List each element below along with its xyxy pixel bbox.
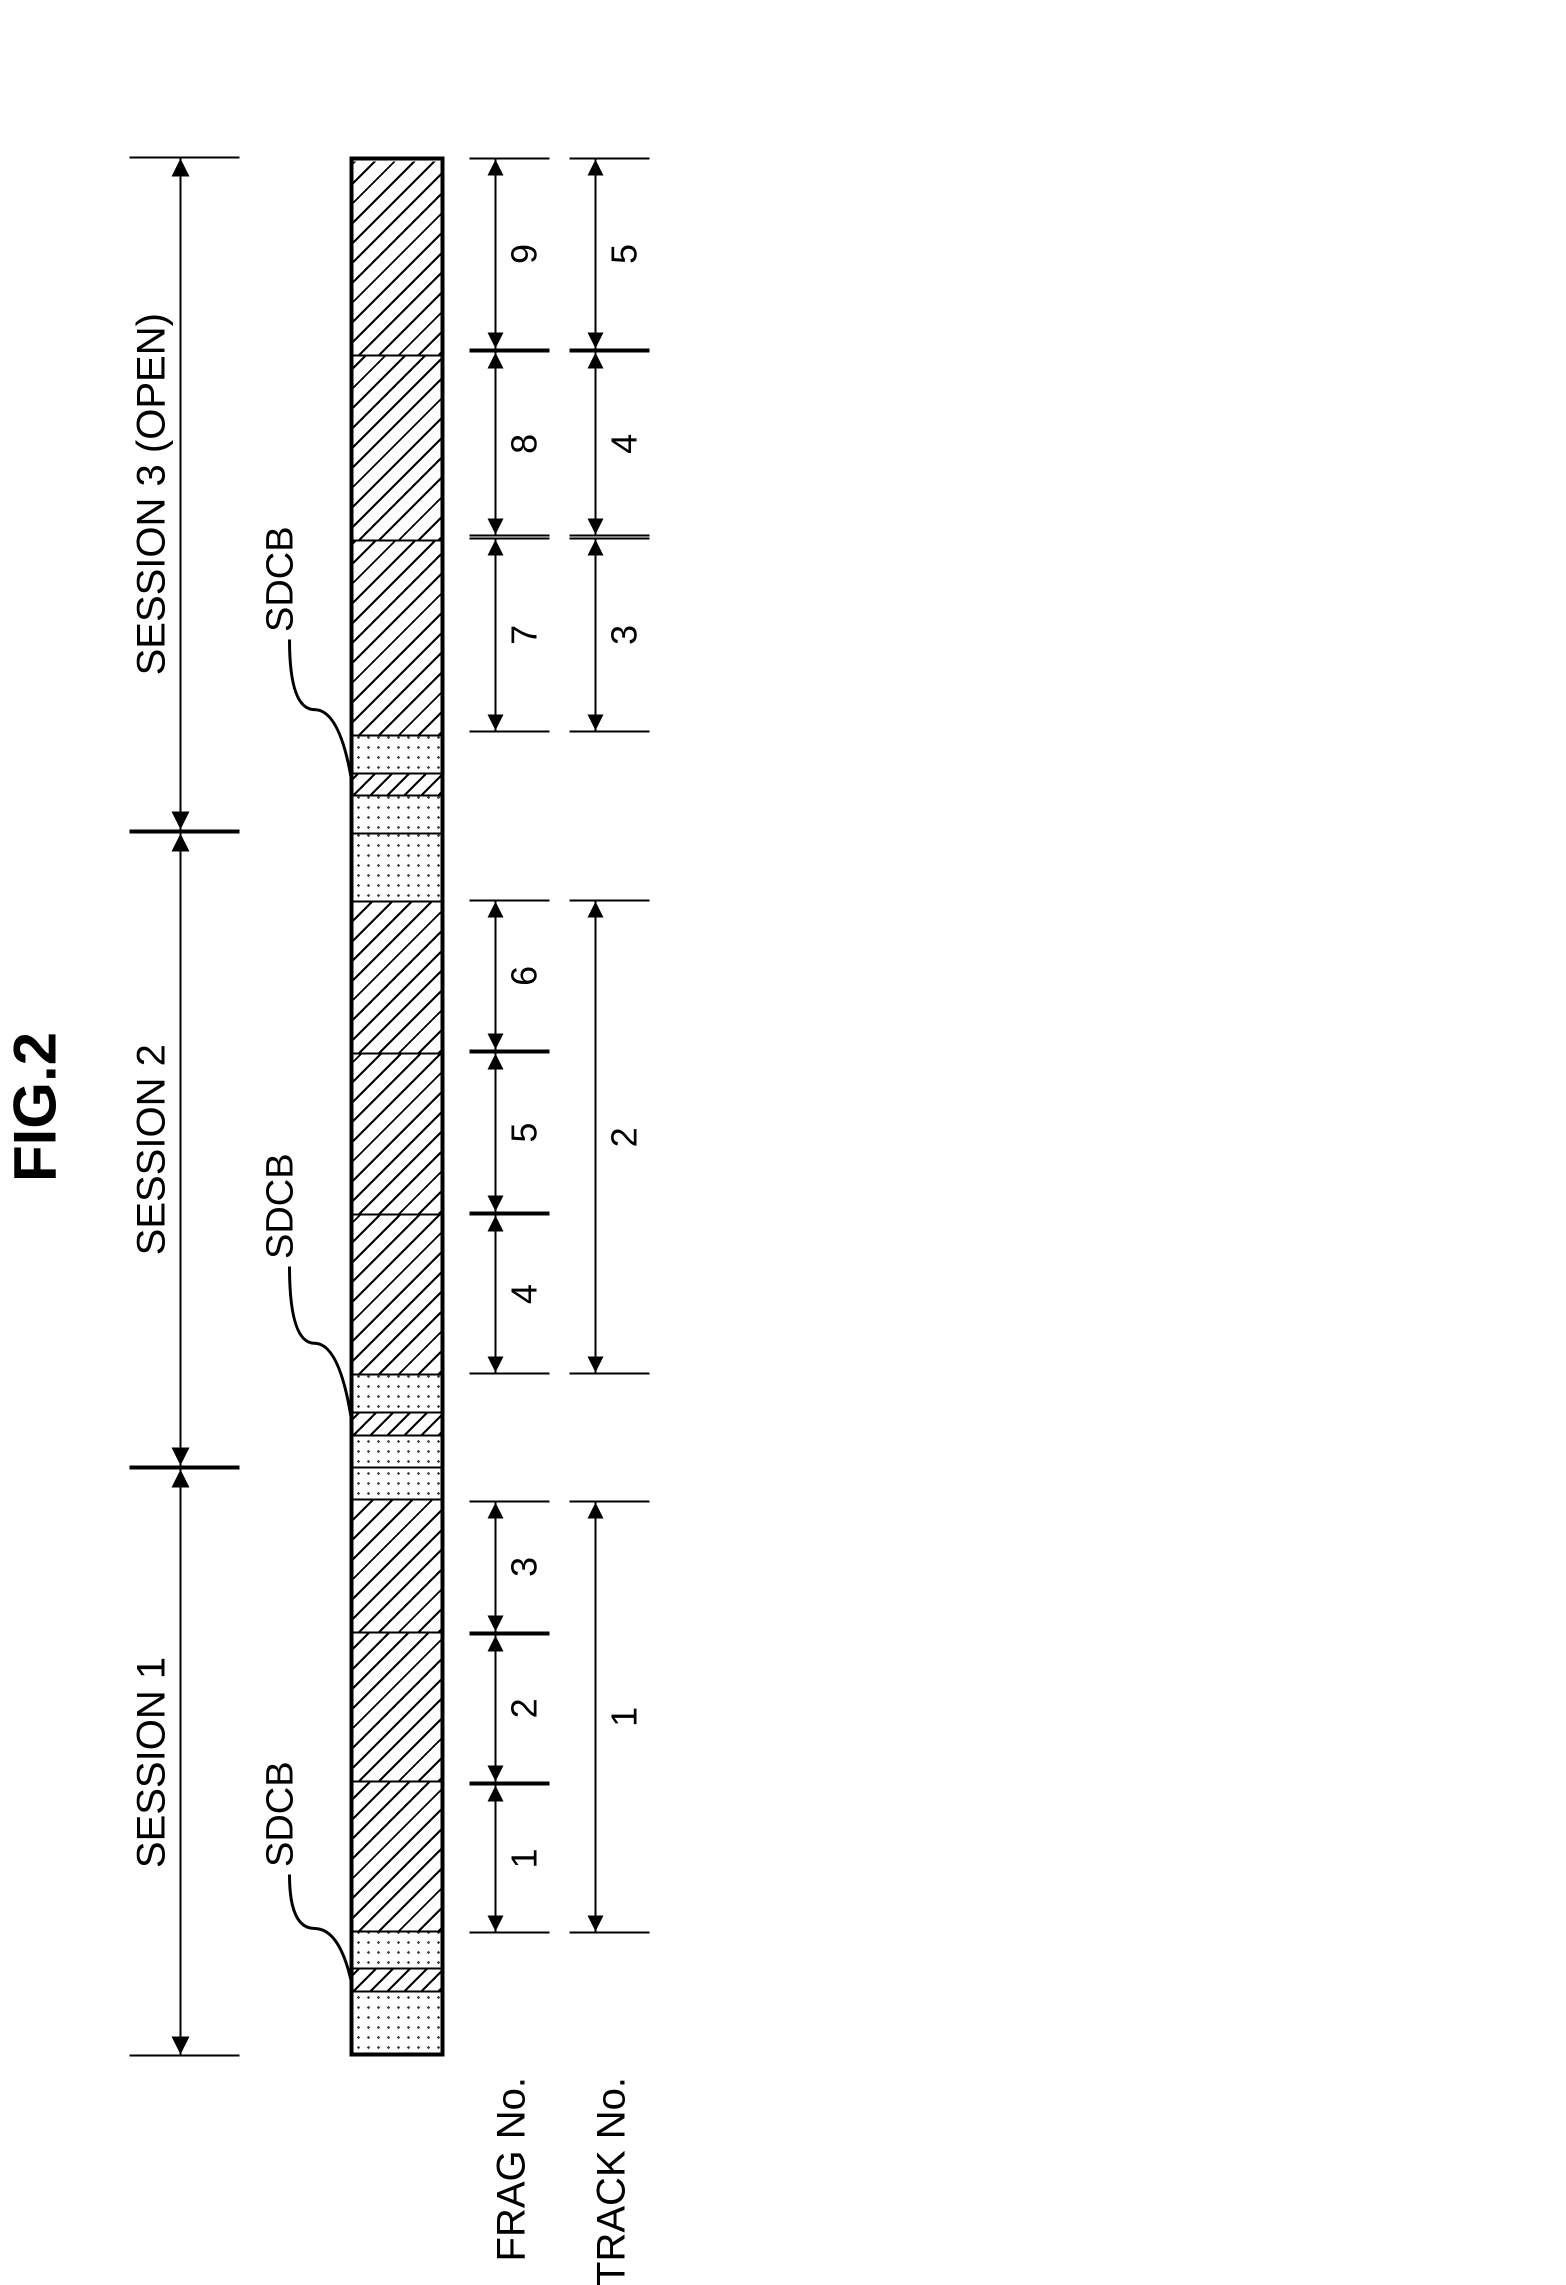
- strip-segment: [354, 734, 441, 772]
- frag-extent-label: 9: [504, 159, 546, 349]
- session-extent: SESSION 1: [130, 1468, 240, 2057]
- session-label: SESSION 2: [130, 833, 175, 1466]
- frag-extent-row: FRAG No. 123456789: [470, 157, 550, 2057]
- sdcb-label: SDCB: [260, 1153, 303, 1259]
- frag-extent-arrow: [495, 1502, 497, 1631]
- session-label: SESSION 3 (OPEN): [130, 159, 175, 830]
- figure-container: FIG.2 SESSION 1SESSION 2SESSION 3 (OPEN)…: [1, 0, 1566, 2213]
- frag-extent-arrow: [495, 1635, 497, 1781]
- strip-segment: [354, 794, 441, 832]
- track-extent: 3: [570, 537, 650, 733]
- strip-segment: [354, 1930, 441, 1968]
- frag-extent-label: 3: [504, 1502, 546, 1631]
- frag-extent-label: 2: [504, 1635, 546, 1781]
- strip-segment: [354, 832, 441, 900]
- strip-segment: [354, 772, 441, 795]
- data-strip: [350, 157, 445, 2057]
- strip-segment: [354, 1990, 441, 2052]
- frag-extent-arrow: [495, 159, 497, 349]
- frag-extent: 7: [470, 537, 550, 733]
- frag-extent: 3: [470, 1500, 550, 1633]
- diagram-area: SESSION 1SESSION 2SESSION 3 (OPEN) SDCBS…: [130, 157, 830, 2057]
- track-extent-arrow: [595, 352, 597, 534]
- sdcb-label: SDCB: [260, 526, 303, 632]
- session-extent-arrow: [180, 159, 182, 830]
- track-extent: 5: [570, 157, 650, 351]
- track-extent: 1: [570, 1500, 650, 1933]
- figure-title: FIG.2: [1, 1031, 70, 1181]
- track-extent-row: TRACK No. 12345: [570, 157, 650, 2057]
- frag-extent-label: 4: [504, 1215, 546, 1373]
- frag-extent-label: 8: [504, 352, 546, 534]
- session-label: SESSION 1: [130, 1470, 175, 2055]
- frag-extent: 8: [470, 350, 550, 536]
- frag-extent-arrow: [495, 1053, 497, 1211]
- session-extent-row: SESSION 1SESSION 2SESSION 3 (OPEN): [130, 157, 240, 2057]
- strip-segment: [354, 539, 441, 734]
- track-extent: 4: [570, 350, 650, 536]
- track-extent-arrow: [595, 1502, 597, 1931]
- strip-segment: [354, 900, 441, 1051]
- strip-segment: [354, 1052, 441, 1213]
- frag-extent-label: 7: [504, 539, 546, 731]
- frag-extent: 4: [470, 1213, 550, 1375]
- session-extent-arrow: [180, 1470, 182, 2055]
- track-extent: 2: [570, 899, 650, 1374]
- strip-segment: [354, 1434, 441, 1466]
- strip-segment: [354, 161, 441, 354]
- track-extent-arrow: [595, 539, 597, 731]
- frag-extent: 6: [470, 899, 550, 1051]
- strip-segment: [354, 1213, 441, 1374]
- frag-extent-arrow: [495, 539, 497, 731]
- track-extent-label: 2: [604, 901, 646, 1372]
- frag-extent-arrow: [495, 1785, 497, 1931]
- frag-extent: 1: [470, 1783, 550, 1933]
- strip-segment: [354, 1498, 441, 1630]
- sdcb-callout-row: SDCB SDCB SDCB: [260, 157, 330, 2057]
- frag-extent-label: 6: [504, 901, 546, 1049]
- frag-extent: 2: [470, 1633, 550, 1783]
- strip-segment: [354, 1780, 441, 1929]
- frag-row-label: FRAG No.: [490, 2077, 535, 2261]
- frag-extent-arrow: [495, 901, 497, 1049]
- strip-segment: [354, 1373, 441, 1411]
- sdcb-label: SDCB: [260, 1761, 303, 1867]
- track-row-label: TRACK No.: [590, 2077, 635, 2285]
- session-extent: SESSION 3 (OPEN): [130, 157, 240, 832]
- track-extent-label: 1: [604, 1502, 646, 1931]
- strip-segment: [354, 1411, 441, 1434]
- frag-extent-label: 1: [504, 1785, 546, 1931]
- strip-segment: [354, 1631, 441, 1780]
- frag-extent: 5: [470, 1051, 550, 1213]
- strip-segment: [354, 1466, 441, 1498]
- track-extent-label: 4: [604, 352, 646, 534]
- frag-extent-arrow: [495, 352, 497, 534]
- track-extent-label: 3: [604, 539, 646, 731]
- frag-extent-arrow: [495, 1215, 497, 1373]
- strip-segment: [354, 354, 441, 539]
- track-extent-arrow: [595, 901, 597, 1372]
- track-extent-arrow: [595, 159, 597, 349]
- session-extent: SESSION 2: [130, 831, 240, 1468]
- strip-segment: [354, 1967, 441, 1990]
- session-extent-arrow: [180, 833, 182, 1466]
- frag-extent: 9: [470, 157, 550, 351]
- track-extent-label: 5: [604, 159, 646, 349]
- frag-extent-label: 5: [504, 1053, 546, 1211]
